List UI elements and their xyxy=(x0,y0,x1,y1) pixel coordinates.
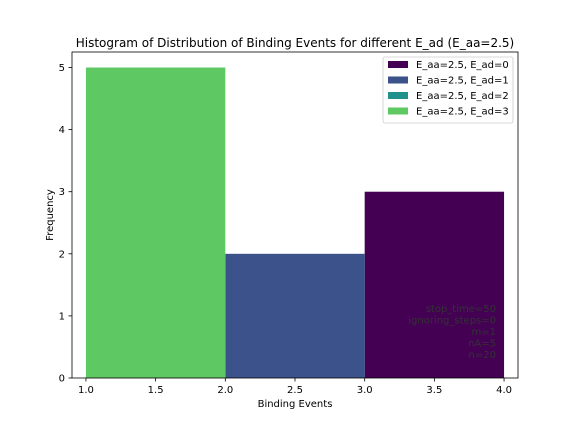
y-tick-label: 5 xyxy=(59,63,65,74)
x-tick-label: 1.5 xyxy=(148,385,164,396)
x-axis-label: Binding Events xyxy=(258,399,333,410)
y-tick-label: 3 xyxy=(59,187,65,198)
legend-swatch xyxy=(388,61,408,68)
legend-label: E_aa=2.5, E_ad=2 xyxy=(416,91,509,102)
y-tick-label: 2 xyxy=(59,249,65,260)
annotation-line: nA=5 xyxy=(468,339,496,350)
annotation-line: stop_time=50 xyxy=(426,304,496,315)
legend-label: E_aa=2.5, E_ad=3 xyxy=(416,107,509,118)
legend-label: E_aa=2.5, E_ad=0 xyxy=(416,60,509,71)
x-tick-label: 2.0 xyxy=(217,385,233,396)
annotation-line: ignoring_steps=0 xyxy=(408,316,496,327)
y-tick-label: 0 xyxy=(59,374,65,385)
x-tick-label: 3.0 xyxy=(357,385,373,396)
annotation-line: n=20 xyxy=(469,350,496,361)
legend: E_aa=2.5, E_ad=0 E_aa=2.5, E_ad=1 E_aa=2.5… xyxy=(383,57,513,123)
y-tick-label: 1 xyxy=(59,311,65,322)
legend-label: E_aa=2.5, E_ad=1 xyxy=(416,76,509,87)
legend-swatch xyxy=(388,77,408,84)
chart-title: Histogram of Distribution of Binding Eve… xyxy=(76,36,515,50)
legend-swatch xyxy=(388,92,408,99)
y-axis-label: Frequency xyxy=(45,189,56,241)
x-tick-label: 3.5 xyxy=(426,385,442,396)
histogram-bar-series-1-bin-0 xyxy=(225,254,364,378)
annotation-line: m=1 xyxy=(472,327,496,338)
y-tick-label: 4 xyxy=(59,125,65,136)
legend-swatch xyxy=(388,108,408,115)
x-tick-label: 4.0 xyxy=(496,385,512,396)
x-tick-label: 2.5 xyxy=(287,385,303,396)
histogram-bar-series-3-bin-0 xyxy=(86,68,225,378)
x-tick-label: 1.0 xyxy=(78,385,94,396)
